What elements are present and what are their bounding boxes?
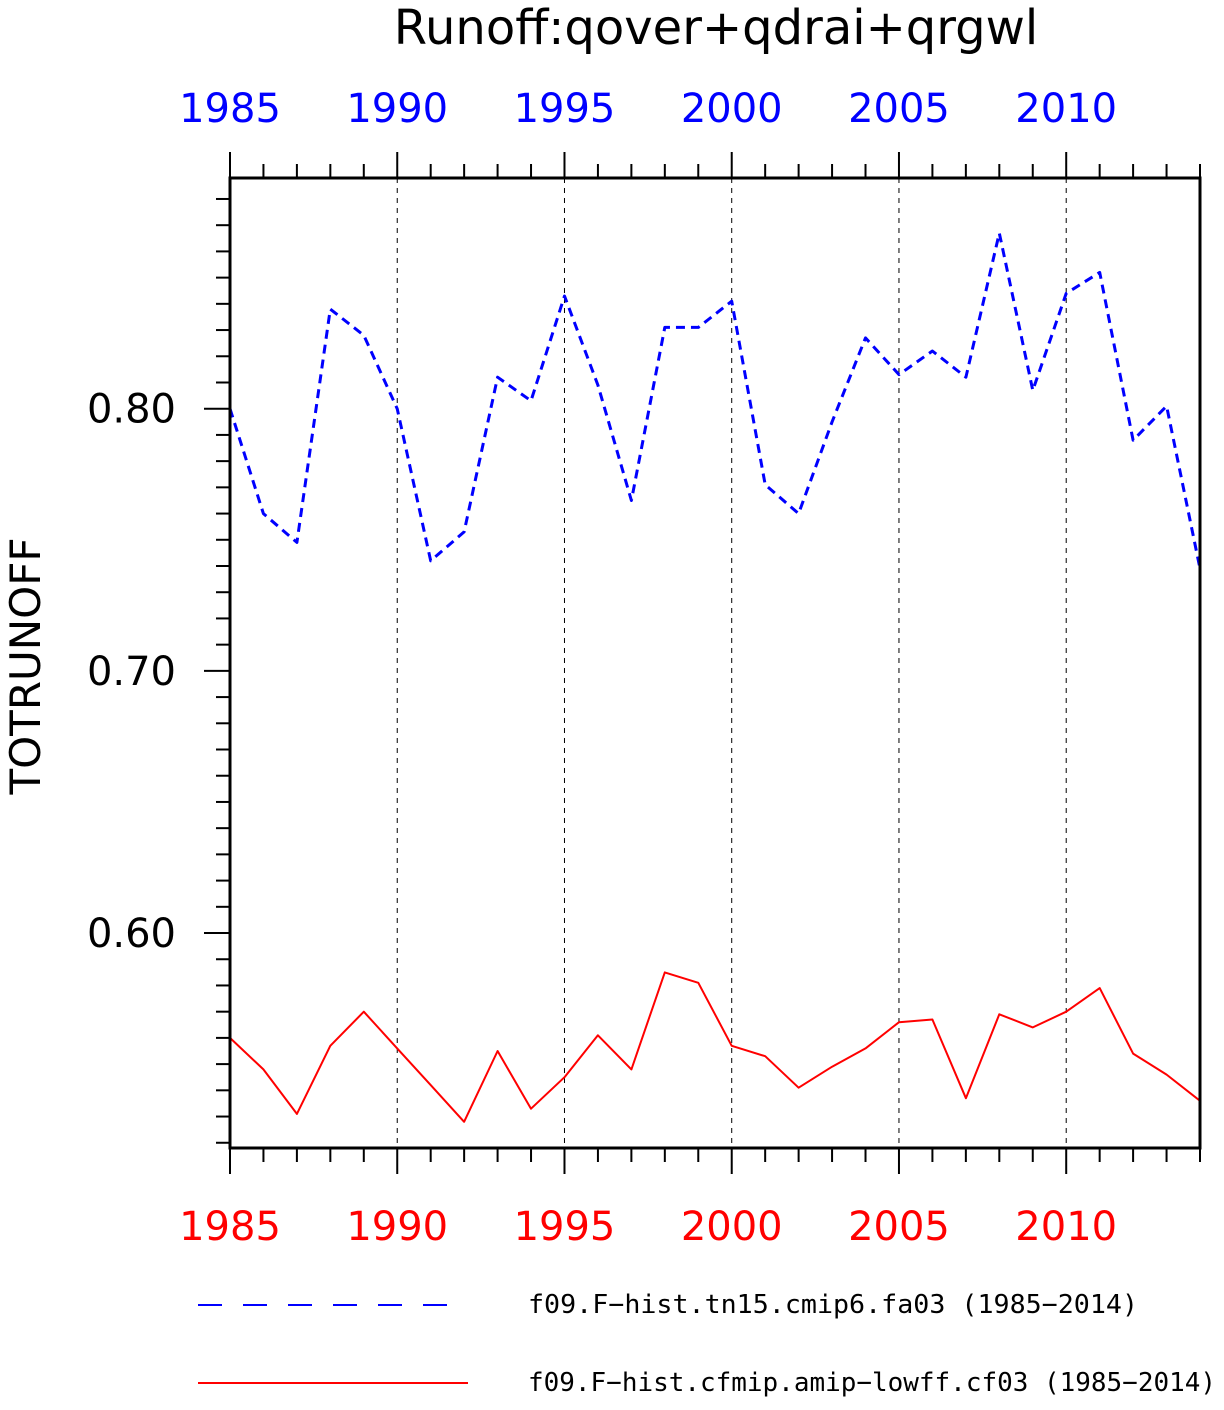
top-tick-label: 1985 xyxy=(179,86,281,132)
top-axis: 1985 1990 1995 2000 2005 2010 xyxy=(179,86,1201,178)
legend: f09.F−hist.tn15.cmip6.fa03 (1985−2014) f0… xyxy=(198,1290,1216,1398)
top-tick-label: 2000 xyxy=(681,86,783,132)
bottom-tick-label: 1990 xyxy=(346,1204,448,1250)
bottom-tick-label: 1995 xyxy=(514,1204,616,1250)
bottom-tick-label: 2005 xyxy=(848,1204,950,1250)
top-tick-label: 2010 xyxy=(1015,86,1117,132)
top-tick-label: 1995 xyxy=(514,86,616,132)
y-tick-label: 0.80 xyxy=(87,387,176,433)
top-tick-label: 1990 xyxy=(346,86,448,132)
legend-label-2: f09.F−hist.cfmip.amip−lowff.cf03 (1985−2… xyxy=(528,1368,1216,1398)
series-lines xyxy=(228,231,1202,1123)
series-line-2 xyxy=(229,971,1201,1123)
chart-title: Runoff:qover+qdrai+qrgwl xyxy=(394,0,1038,56)
y-tick-label: 0.70 xyxy=(87,649,176,695)
series-line-1 xyxy=(228,231,1202,569)
bottom-tick-label: 1985 xyxy=(179,1204,281,1250)
bottom-axis: 1985 1990 1995 2000 2005 2010 xyxy=(179,1148,1201,1250)
y-axis: 0.60 0.70 0.80 xyxy=(87,197,230,1144)
legend-label-1: f09.F−hist.tn15.cmip6.fa03 (1985−2014) xyxy=(528,1290,1138,1320)
y-axis-label: TOTRUNOFF xyxy=(1,537,50,795)
top-tick-label: 2005 xyxy=(848,86,950,132)
bottom-tick-label: 2000 xyxy=(681,1204,783,1250)
bottom-tick-label: 2010 xyxy=(1015,1204,1117,1250)
plot-frame xyxy=(228,176,1202,1150)
y-tick-label: 0.60 xyxy=(87,911,176,957)
vertical-grid-lines xyxy=(396,178,1067,1148)
